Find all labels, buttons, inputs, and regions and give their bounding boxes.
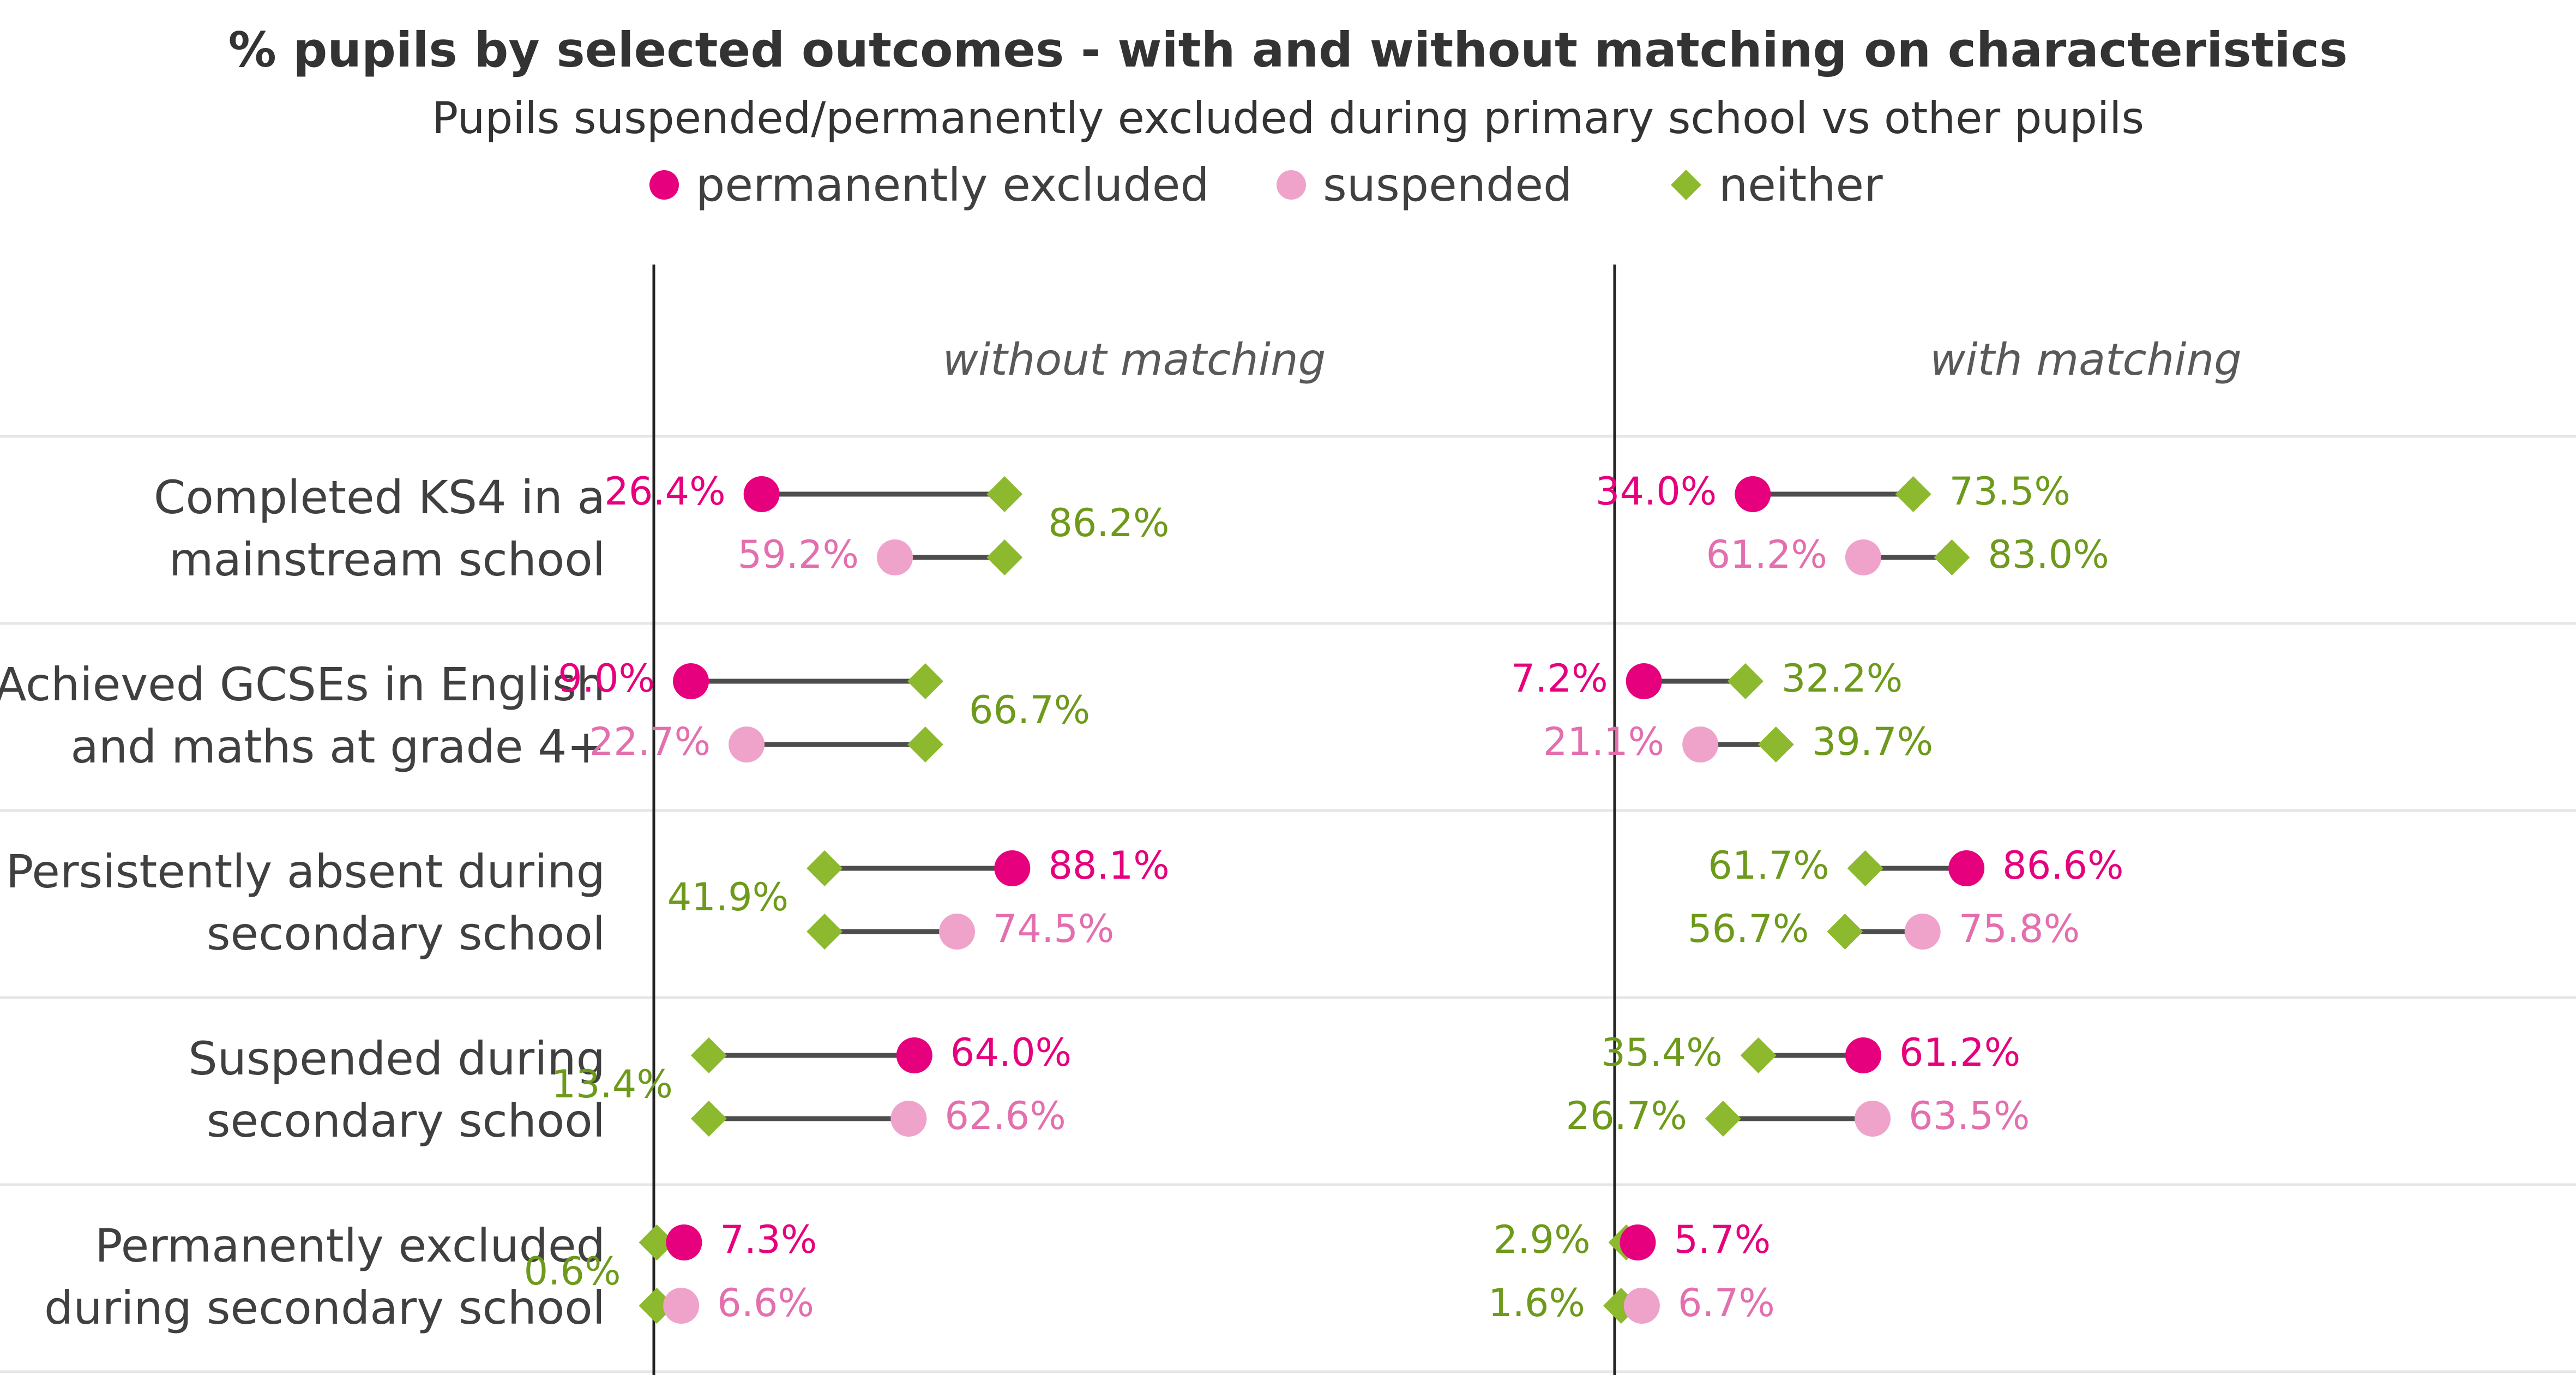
data-label: 7.3% xyxy=(720,1217,817,1262)
data-label: 63.5% xyxy=(1909,1094,2030,1138)
data-point xyxy=(1948,850,1985,886)
data-point xyxy=(663,1288,700,1324)
data-label: 32.2% xyxy=(1781,656,1903,701)
data-label: 6.6% xyxy=(717,1281,814,1325)
data-point xyxy=(806,914,843,950)
data-point xyxy=(907,726,943,762)
data-label: 61.2% xyxy=(1899,1030,2020,1075)
data-point xyxy=(690,1037,727,1073)
data-label: 61.2% xyxy=(1706,532,1827,577)
data-label: 5.7% xyxy=(1674,1217,1771,1262)
category-label: during secondary school xyxy=(44,1281,605,1335)
data-point xyxy=(994,850,1031,886)
data-label: 88.1% xyxy=(1048,843,1169,888)
data-point xyxy=(1740,1037,1777,1073)
data-point xyxy=(939,914,976,950)
data-label: 39.7% xyxy=(1812,719,1933,764)
chart-subtitle: Pupils suspended/permanently excluded du… xyxy=(431,93,2145,143)
data-point xyxy=(1847,850,1883,886)
category-label: and maths at grade 4+ xyxy=(70,720,605,773)
data-point xyxy=(986,539,1023,575)
data-label: 41.9% xyxy=(667,875,789,920)
data-point xyxy=(1626,663,1662,699)
category-label: Achieved GCSEs in English xyxy=(0,658,605,711)
data-label: 1.6% xyxy=(1488,1281,1585,1325)
legend-item-neither: neither xyxy=(1670,158,1883,212)
data-point xyxy=(877,539,913,575)
category-label: Persistently absent during xyxy=(6,845,605,898)
data-point xyxy=(890,1101,927,1137)
data-point xyxy=(673,663,709,699)
legend-label: suspended xyxy=(1323,158,1573,212)
data-label: 74.5% xyxy=(993,906,1114,951)
data-point xyxy=(1855,1101,1891,1137)
data-point xyxy=(729,726,765,762)
data-label: 13.4% xyxy=(551,1062,672,1107)
category-label: Completed KS4 in a xyxy=(154,471,605,524)
data-point xyxy=(1727,663,1764,699)
data-label: 26.4% xyxy=(604,469,725,514)
data-label: 73.5% xyxy=(1949,469,2071,514)
data-point xyxy=(896,1037,932,1073)
data-point xyxy=(986,476,1023,512)
legend-label: neither xyxy=(1719,158,1883,212)
data-label: 75.8% xyxy=(1959,906,2080,951)
legend-marker-diamond-icon xyxy=(1671,170,1701,200)
data-label: 35.4% xyxy=(1601,1030,1722,1075)
data-point xyxy=(1682,726,1719,762)
data-label: 6.7% xyxy=(1678,1281,1775,1325)
category-label: Permanently excluded xyxy=(95,1219,605,1272)
data-label: 64.0% xyxy=(950,1030,1072,1075)
data-point xyxy=(1827,914,1863,950)
data-point xyxy=(806,850,843,886)
data-point xyxy=(1735,476,1771,512)
data-point xyxy=(1934,539,1970,575)
data-label: 2.9% xyxy=(1494,1217,1591,1262)
data-point xyxy=(1895,476,1931,512)
legend-item-permanently-excluded: permanently excluded xyxy=(649,158,1209,212)
legend-marker-circle-icon xyxy=(1277,170,1306,200)
data-point xyxy=(1904,914,1941,950)
data-point xyxy=(743,476,780,512)
data-label: 56.7% xyxy=(1688,906,1809,951)
data-point xyxy=(1705,1101,1741,1137)
panel-header: with matching xyxy=(1930,334,2242,385)
data-label: 83.0% xyxy=(1988,532,2109,577)
data-point xyxy=(1845,1037,1881,1073)
data-point xyxy=(1623,1288,1660,1324)
category-label: secondary school xyxy=(207,1094,605,1148)
data-label: 86.2% xyxy=(1048,501,1169,545)
category-label: mainstream school xyxy=(169,533,605,586)
data-label: 9.0% xyxy=(558,656,655,701)
data-label: 34.0% xyxy=(1596,469,1717,514)
data-label: 0.6% xyxy=(524,1249,621,1294)
data-label: 26.7% xyxy=(1566,1094,1687,1138)
data-point xyxy=(666,1224,702,1260)
data-point xyxy=(907,663,943,699)
legend-item-suspended: suspended xyxy=(1276,158,1572,212)
data-point xyxy=(1620,1224,1656,1260)
data-point xyxy=(690,1101,727,1137)
data-point xyxy=(639,1224,675,1260)
legend-label: permanently excluded xyxy=(696,158,1209,212)
data-label: 22.7% xyxy=(589,719,711,764)
data-label: 86.6% xyxy=(2002,843,2123,888)
data-label: 7.2% xyxy=(1511,656,1608,701)
data-label: 21.1% xyxy=(1543,719,1664,764)
data-label: 61.7% xyxy=(1708,843,1829,888)
category-label: secondary school xyxy=(207,907,605,960)
data-label: 59.2% xyxy=(738,532,859,577)
panel-header: without matching xyxy=(943,334,1326,385)
data-label: 62.6% xyxy=(944,1094,1066,1138)
data-point xyxy=(1758,726,1794,762)
data-point xyxy=(1845,539,1881,575)
chart-title: % pupils by selected outcomes - with and… xyxy=(228,22,2348,78)
data-label: 66.7% xyxy=(969,688,1090,732)
category-label: Suspended during xyxy=(188,1032,605,1085)
legend-marker-circle-icon xyxy=(649,170,679,200)
